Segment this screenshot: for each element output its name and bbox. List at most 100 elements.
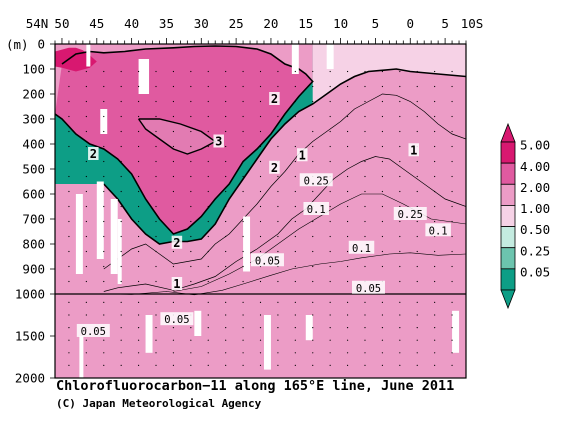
sample-dot — [190, 352, 192, 354]
sample-dot — [172, 85, 175, 88]
sample-dot — [137, 364, 140, 366]
sample-dot — [137, 85, 140, 88]
sample-dot — [381, 220, 384, 223]
sample-dot — [207, 160, 209, 163]
y-tick-label: 200 — [22, 87, 45, 102]
sample-dot — [381, 265, 384, 268]
colorbar-swatch — [500, 141, 516, 164]
y-tick-label: 400 — [22, 137, 45, 152]
sample-dot — [137, 235, 140, 238]
sample-dot — [329, 250, 331, 253]
sample-dot — [381, 314, 384, 316]
sample-dot — [225, 280, 227, 283]
nodata-column-7 — [117, 219, 122, 284]
contour-label-bg — [269, 92, 280, 105]
sample-dot — [207, 364, 209, 366]
sample-dot — [137, 115, 140, 118]
sample-dot — [381, 130, 384, 133]
sample-dot — [416, 160, 418, 163]
sample-dot — [434, 85, 436, 88]
sample-dot — [346, 280, 349, 283]
sample-dot — [190, 85, 192, 88]
sample-dot — [103, 364, 105, 366]
sample-dot — [172, 352, 175, 354]
sample-dot — [416, 327, 418, 329]
sample-dot — [294, 160, 296, 163]
sample-dot — [416, 364, 418, 366]
sample-dot — [120, 235, 122, 238]
colorbar-swatch — [500, 268, 516, 291]
sample-dot — [85, 205, 87, 208]
sample-dot — [346, 327, 349, 329]
sample-dot — [381, 364, 384, 366]
sample-dot — [190, 235, 192, 238]
sample-dot — [137, 250, 140, 253]
sample-dot — [259, 280, 262, 283]
sample-dot — [85, 235, 87, 238]
sample-dot — [103, 70, 105, 73]
sample-dot — [225, 85, 227, 88]
sample-dot — [225, 160, 227, 163]
sample-dot — [364, 145, 366, 148]
colorbar-label: 2.00 — [520, 180, 550, 195]
sample-dot — [312, 100, 314, 103]
sample-dot — [399, 314, 401, 316]
sample-dot — [103, 352, 105, 354]
sample-dot — [294, 352, 296, 354]
sample-dot — [364, 160, 366, 163]
sample-dot — [294, 70, 296, 73]
sample-dot — [207, 190, 209, 193]
sample-dot — [434, 205, 436, 208]
sample-dot — [434, 280, 436, 283]
y-tick-label: 300 — [22, 112, 45, 127]
sample-dot — [68, 250, 70, 253]
sample-dot — [312, 314, 314, 316]
sample-dot — [259, 175, 262, 178]
sample-dot — [120, 364, 122, 366]
sample-dot — [207, 100, 209, 103]
sample-dot — [381, 160, 384, 163]
sample-dot — [312, 190, 314, 193]
x-tick-label: 5 — [441, 16, 449, 31]
nodata-column-10 — [326, 44, 334, 69]
sample-dot — [120, 205, 122, 208]
sample-dot — [68, 364, 70, 366]
contour-0.5 — [103, 93, 466, 270]
sample-dot — [85, 250, 87, 253]
colorbar-top-arrow — [500, 122, 516, 143]
sample-dot — [120, 160, 122, 163]
sample-dot — [364, 190, 366, 193]
contour-0.05 — [103, 252, 466, 296]
sample-dot — [120, 145, 122, 148]
sample-dot — [242, 339, 244, 341]
sample-dot — [381, 235, 384, 238]
sample-dot — [416, 235, 418, 238]
sample-dot — [207, 175, 209, 178]
sample-dot — [399, 130, 401, 133]
sample-dot — [381, 175, 384, 178]
sample-dot — [172, 265, 175, 268]
contour-label-bg — [408, 143, 420, 157]
contour-label: 0.1 — [352, 243, 371, 255]
contour-2 — [55, 45, 314, 235]
sample-dot — [85, 301, 87, 303]
sample-dot — [346, 352, 349, 354]
sample-dot — [434, 314, 436, 316]
sample-dot — [346, 339, 349, 341]
x-tick-label: 40 — [124, 16, 139, 31]
sample-dot — [207, 265, 209, 268]
sample-dot — [68, 352, 70, 354]
contour-label: 2 — [271, 92, 278, 106]
sample-dot — [364, 352, 366, 354]
sample-dot — [399, 85, 401, 88]
sample-dot — [137, 70, 140, 73]
contour-label: 1 — [299, 148, 306, 162]
sample-dot — [294, 130, 296, 133]
sample-dot — [103, 314, 105, 316]
plot-frame — [54, 43, 467, 379]
sample-dot — [120, 220, 122, 223]
sample-dot — [416, 352, 418, 354]
sample-dot — [416, 130, 418, 133]
sample-dot — [68, 205, 70, 208]
sample-dot — [120, 130, 122, 133]
